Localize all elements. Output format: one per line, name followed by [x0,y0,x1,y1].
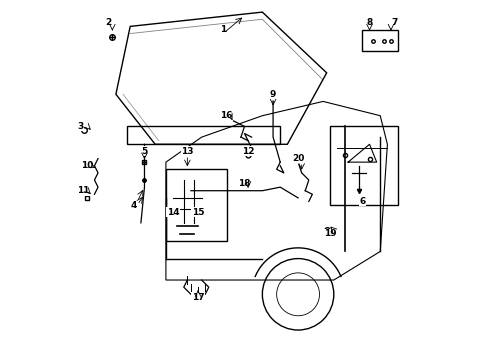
Text: 3: 3 [77,122,83,131]
Text: 12: 12 [242,147,254,156]
Bar [165,169,226,241]
Text: 17: 17 [191,293,204,302]
Text: 6: 6 [359,197,365,206]
Text: 7: 7 [390,18,397,27]
Bar [329,126,397,205]
Text: 2: 2 [105,18,112,27]
Text: 9: 9 [269,90,276,99]
Text: 8: 8 [366,18,372,27]
Text: 19: 19 [323,229,336,238]
Text: 13: 13 [181,147,193,156]
Text: 14: 14 [166,208,179,217]
Text: 15: 15 [191,208,204,217]
Text: 10: 10 [81,161,93,170]
Text: 18: 18 [238,179,250,188]
Text: 1: 1 [220,26,226,35]
Text: 4: 4 [130,201,137,210]
Text: 20: 20 [291,154,304,163]
Text: 5: 5 [141,147,147,156]
Text: 11: 11 [77,186,90,195]
Text: 16: 16 [220,111,232,120]
